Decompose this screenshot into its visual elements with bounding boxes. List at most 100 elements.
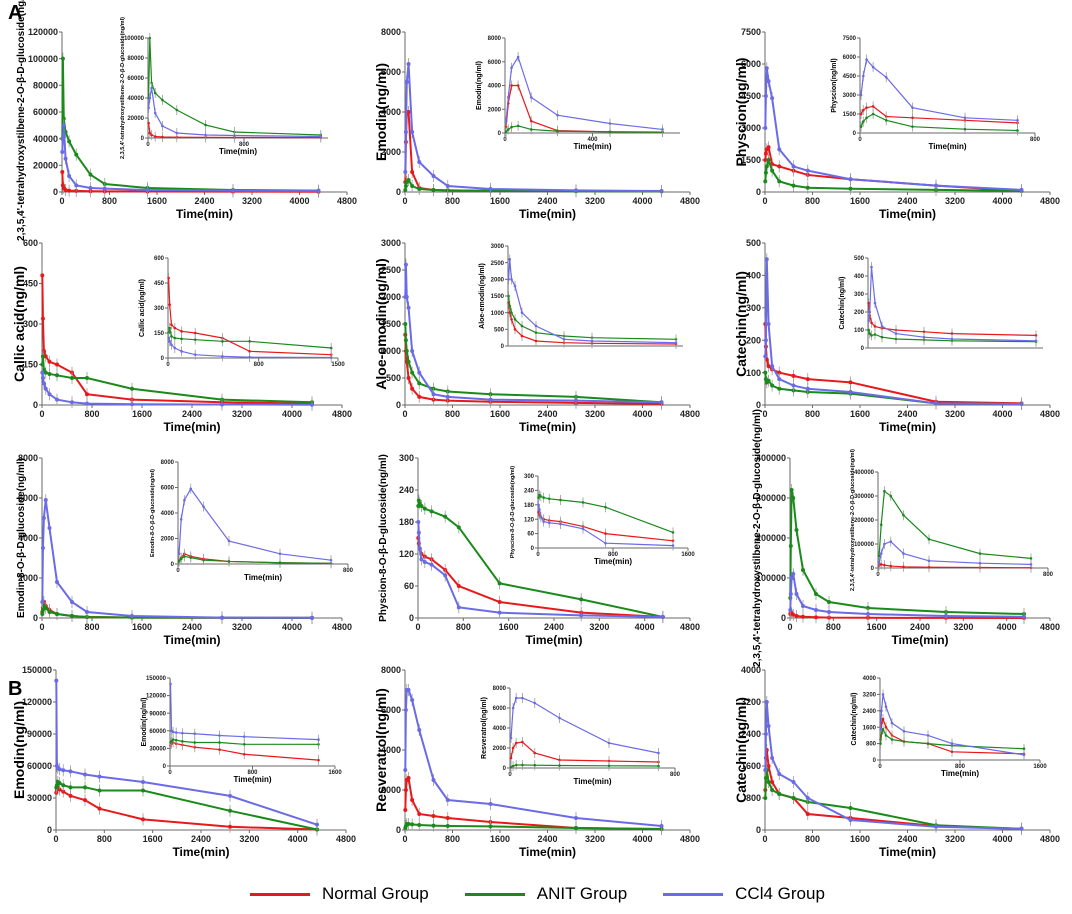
main-A1-series-0-point (67, 188, 72, 193)
main-B3-series-2-point (805, 796, 810, 800)
legend-normal-label: Normal Group (322, 884, 429, 903)
inset-A6-series-0-point (873, 325, 877, 328)
main-B2-series-2-point (410, 698, 415, 702)
inset-A3-series-1-point (884, 119, 888, 122)
main-B2-series-2-point (659, 824, 664, 828)
inset-A2-series-2-point (661, 128, 664, 131)
inset-A1-ytick-label: 40000 (127, 96, 144, 102)
main-A6-series-2-point (791, 383, 796, 388)
inset-A9-series-0-point (879, 563, 883, 566)
main-A6-series-1-point (766, 378, 771, 383)
inset-A9-series-2-point (978, 561, 982, 565)
main-A3-series-2-point (777, 147, 782, 152)
inset-A5-ytick-label: 500 (494, 327, 505, 333)
inset-B2-xtick-label: 800 (670, 772, 681, 778)
main-B2-series-1-point (431, 823, 436, 828)
chart-A3: 0 800 1600 2400 3200 4000 4800 0 1500 3000 4500 600… (733, 27, 1060, 221)
inset-B2-series-1-point (533, 763, 537, 767)
main-A4-ytick-label: 150 (23, 360, 38, 370)
inset-A1-ytick-label: 60000 (127, 76, 144, 82)
main-A3-ytick-label: 3000 (741, 123, 761, 133)
inset-B1-series-0-point (242, 752, 246, 756)
inset-A1-xtick-label: 800 (239, 142, 250, 148)
inset-B3-series-2-point (880, 709, 883, 713)
inset-A3-series-2-point (911, 106, 914, 109)
main-A7-series-2-point (41, 516, 46, 520)
inset-A3-series-0-point (861, 108, 865, 112)
inset-A4-series-0-point (248, 350, 251, 353)
main-A2-series-1-point (406, 178, 411, 182)
inset-A7-ytick-label: 8000 (161, 460, 175, 466)
xlabel-A4: Time(min) (163, 420, 220, 434)
inset-A1-ytick-label: 100000 (124, 36, 145, 42)
main-A9-series-1-point (801, 568, 805, 572)
main-A6-series-2-point (770, 364, 775, 369)
inset-B3-xtick-label: 0 (878, 764, 882, 770)
main-A2-series-2-point (404, 80, 409, 84)
inset-A6-series-0-point (1034, 334, 1038, 337)
main-B3-ytick-label: 4000 (741, 665, 761, 675)
inset-A5: 0 500 1000 1500 2000 2500 3000 Aloe-emodin(ng/m… (479, 244, 683, 350)
inset-B3-ytick-label: 1600 (863, 725, 877, 731)
main-A5-series-1-line (404, 323, 662, 404)
inset-B3-ytick-label: 800 (866, 742, 877, 748)
inset-A6-series-1-point (873, 333, 877, 336)
main-A7-series-2-point (310, 615, 314, 620)
main-B1-ytick-label: 60000 (27, 761, 52, 771)
inset-A9-xtick-label: 800 (1043, 572, 1054, 578)
inset-A9-series-1-point (889, 494, 893, 498)
main-B2-xtick-label: 4800 (680, 834, 700, 844)
inset-A2-series-0-point (529, 119, 533, 123)
main-A1-series-2-point (67, 174, 72, 178)
main-B2-series-1-point (574, 826, 578, 830)
inset-A5-ytick-label: 3000 (491, 244, 505, 250)
main-A8-ytick-label: 60 (404, 581, 414, 591)
inset-A7-series-1-point (278, 561, 282, 565)
main-A2-series-2-point (574, 188, 578, 193)
main-A7-xtick-label: 2400 (182, 622, 202, 632)
inset-A5-series-2-point (562, 338, 566, 341)
main-A5-series-1-point (417, 381, 422, 386)
main-A7-xtick-label: 800 (84, 622, 99, 632)
inset-A7: 0 80002000400060008000Time(min)Emodin-8-O… (150, 460, 354, 582)
main-A9-xtick-label: 4800 (1040, 622, 1060, 632)
inset-A4-series-0-point (173, 326, 177, 330)
main-A7-xtick-label: 0 (39, 622, 44, 632)
inset-B2-series-0-point (514, 741, 518, 745)
xlabel-B2: Time(min) (519, 845, 576, 859)
inset-A5-series-1-point (507, 294, 510, 298)
main-B3-series-1-point (763, 776, 768, 780)
main-A6-series-2-point (763, 354, 768, 359)
inset-A3-series-0-point (871, 105, 875, 108)
inset-A9-ytick-label: 200000 (854, 518, 875, 524)
main-A5-ytick-label: 2000 (381, 292, 401, 302)
inset-A7-series-1-point (227, 560, 231, 563)
main-A2-xtick-label: 2400 (537, 196, 557, 206)
inset-A3-series-0-point (865, 106, 868, 109)
inset-A9-series-1-point (879, 523, 883, 527)
main-A5-series-2-point (488, 397, 493, 402)
xlabel-A3: Time(min) (879, 207, 936, 221)
main-A1-ytick-label: 80000 (33, 80, 58, 90)
inset-A3-series-1-point (871, 112, 875, 116)
main-A4-series-1-line (41, 356, 313, 404)
inset-A9-series-0-point (889, 564, 893, 568)
main-A7-series-2-point (40, 546, 45, 550)
xlabel-A5: Time(min) (519, 420, 576, 434)
inset-A4-xtick-label: 0 (166, 362, 170, 368)
inset-A1-series-1-point (161, 98, 164, 102)
main-A9-series-2-point (866, 612, 870, 616)
inset-A9-series-2-point (1029, 563, 1033, 566)
inset-A4-series-1-point (329, 346, 333, 350)
main-A7-ytick-label: 8000 (18, 453, 38, 463)
main-A1-series-2-point (74, 183, 79, 188)
main-A1-xtick-label: 4800 (337, 196, 357, 206)
main-A8-xtick-label: 4800 (680, 622, 700, 632)
inset-A4-ytick-label: 300 (154, 306, 165, 312)
main-B2-xtick-label: 800 (445, 834, 460, 844)
main-A7-xtick-label: 1600 (132, 622, 152, 632)
xlabel-A8: Time(min) (525, 633, 582, 647)
inset-B1-series-1-point (242, 742, 246, 746)
main-A3-xtick-label: 4000 (992, 196, 1012, 206)
inset-B3: 0 800 1600 0 800 1600 2400 3200 4000 Time(min) Cat… (851, 676, 1047, 778)
